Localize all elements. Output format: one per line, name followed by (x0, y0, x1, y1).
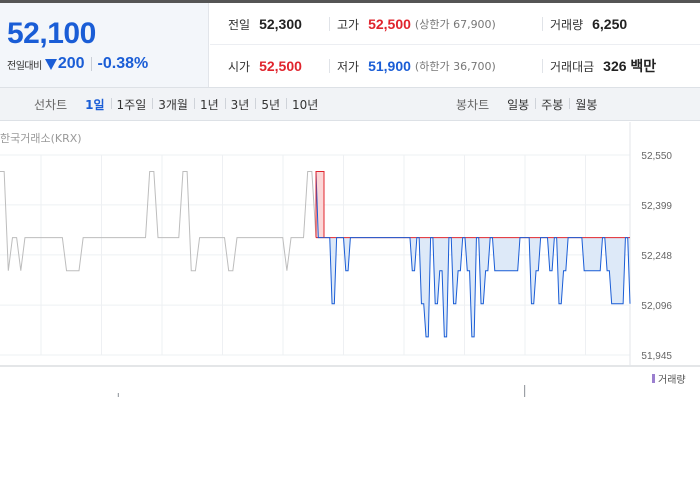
divider (542, 59, 543, 73)
volume-panel (117, 385, 526, 397)
divider (90, 57, 92, 71)
stat-label: 거래대금 (550, 59, 595, 74)
stat-label: 고가 (337, 17, 360, 32)
y-tick-label: 52,550 (641, 151, 672, 162)
stat-value: 52,500 (259, 58, 302, 74)
stat-volume: 거래량 6,250 (542, 3, 628, 45)
chart-lines (0, 171, 631, 338)
candle-chart-tabs: 봉차트 일봉 주봉 월봉 (456, 88, 603, 120)
session-price-line (315, 171, 631, 338)
chart-grid (0, 122, 700, 367)
line-chart-tabs: 선차트 1일 1주일 3개월 1년 3년 5년 10년 (34, 88, 324, 120)
divider (329, 59, 330, 73)
divider (329, 17, 330, 31)
volume-legend-label: 거래량 (658, 375, 686, 386)
y-tick-label: 52,399 (641, 201, 672, 212)
chart-tab-bar: 선차트 1일 1주일 3개월 1년 3년 5년 10년 봉차트 일봉 주봉 월봉 (0, 87, 700, 121)
stat-label: 시가 (228, 59, 251, 74)
stat-value: 326 백만 (603, 58, 657, 74)
stat-label: 전일 (228, 17, 251, 32)
line-chart-label: 선차트 (34, 97, 68, 112)
volume-swatch (652, 374, 655, 383)
y-tick-label: 51,945 (641, 351, 672, 362)
stat-value: 52,500 (368, 16, 411, 32)
price-change: 전일대비 200 -0.38% (7, 55, 148, 73)
stat-label: 저가 (337, 59, 360, 74)
stat-value: 51,900 (368, 58, 411, 74)
session-up-segment (315, 171, 325, 238)
candle-chart-label: 봉차트 (456, 97, 490, 112)
tab-1y[interactable]: 1년 (193, 96, 225, 113)
price-summary: 52,100 전일대비 200 -0.38% (0, 3, 209, 87)
divider (542, 17, 543, 31)
volume-bar (117, 393, 119, 397)
data-source: 한국거래소(KRX) (0, 132, 82, 145)
y-tick-label: 52,096 (641, 301, 672, 312)
change-rate: -0.38% (97, 55, 149, 72)
stat-low: 저가 51,900 (하한가 36,700) (329, 45, 496, 87)
tab-3m[interactable]: 3개월 (152, 96, 194, 113)
quote-stats: 전일 52,300 고가 52,500 (상한가 67,900) 거래량 6,2… (210, 3, 700, 87)
y-tick-label: 52,248 (641, 251, 672, 262)
intraday-price-chart: 52,550 52,399 52,248 52,096 51,945 (0, 122, 700, 397)
tab-5y[interactable]: 5년 (255, 96, 286, 113)
current-price: 52,100 (7, 17, 96, 50)
lower-limit: (하한가 36,700) (414, 60, 496, 73)
tab-10y[interactable]: 10년 (286, 96, 324, 113)
y-axis: 52,550 52,399 52,248 52,096 51,945 (641, 151, 672, 362)
tab-monthly[interactable]: 월봉 (569, 96, 603, 113)
stat-label: 거래량 (550, 17, 584, 32)
tab-1w[interactable]: 1주일 (110, 96, 153, 113)
stat-prev-close: 전일 52,300 (228, 3, 302, 45)
change-label: 전일대비 (7, 60, 42, 72)
top-border (0, 0, 700, 3)
stat-high: 고가 52,500 (상한가 67,900) (329, 3, 496, 45)
volume-legend: 거래량 (652, 371, 686, 386)
down-triangle-icon (44, 58, 57, 70)
tab-daily[interactable]: 일봉 (507, 97, 530, 112)
upper-limit: (상한가 67,900) (414, 18, 496, 31)
tab-1d[interactable]: 1일 (85, 97, 105, 112)
pre-session-line (0, 171, 317, 272)
tab-weekly[interactable]: 주봉 (535, 96, 569, 113)
stats-row: 전일 52,300 고가 52,500 (상한가 67,900) 거래량 6,2… (210, 3, 700, 45)
below-reference-fill (316, 171, 630, 337)
tab-3y[interactable]: 3년 (224, 96, 256, 113)
stat-value: 52,300 (259, 16, 302, 32)
volume-bar (524, 385, 526, 397)
change-value: 200 (57, 55, 85, 72)
stat-value: 6,250 (592, 16, 628, 32)
stats-row: 시가 52,500 저가 51,900 (하한가 36,700) 거래대금 32… (210, 45, 700, 87)
stat-amount: 거래대금 326 백만 (542, 45, 657, 87)
stat-open: 시가 52,500 (228, 45, 302, 87)
